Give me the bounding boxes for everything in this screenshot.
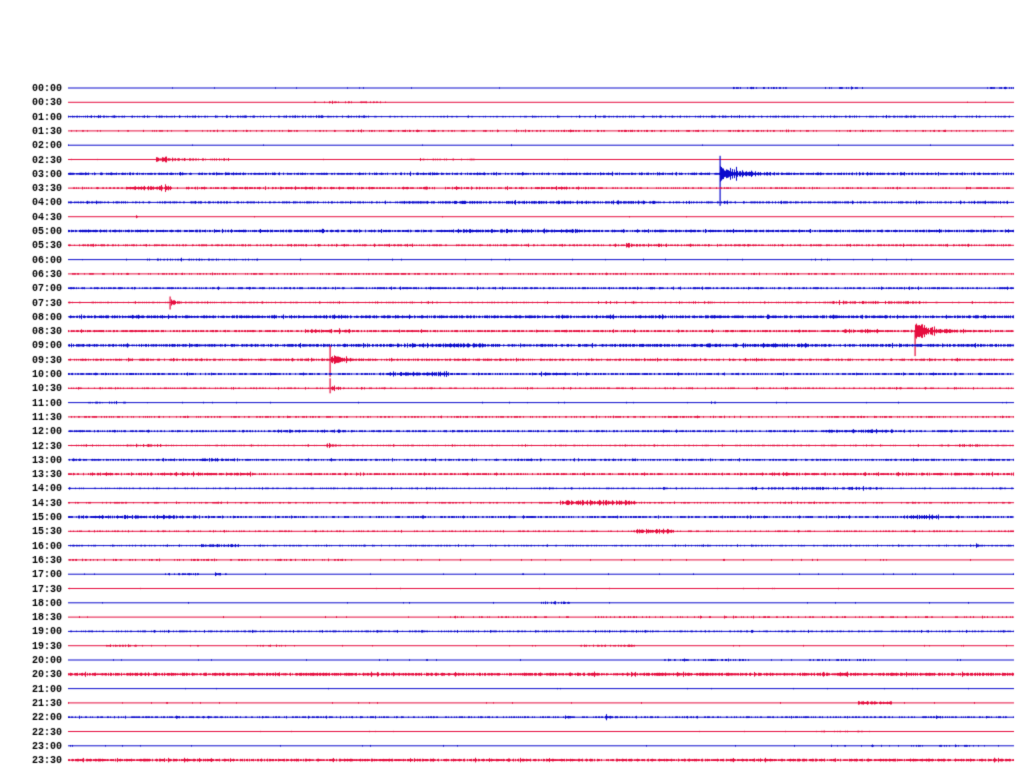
helicorder-canvas: [0, 0, 1024, 780]
helicorder-page: HL Nevrokopi 2025-10-11 Applied filter: …: [0, 0, 1024, 780]
